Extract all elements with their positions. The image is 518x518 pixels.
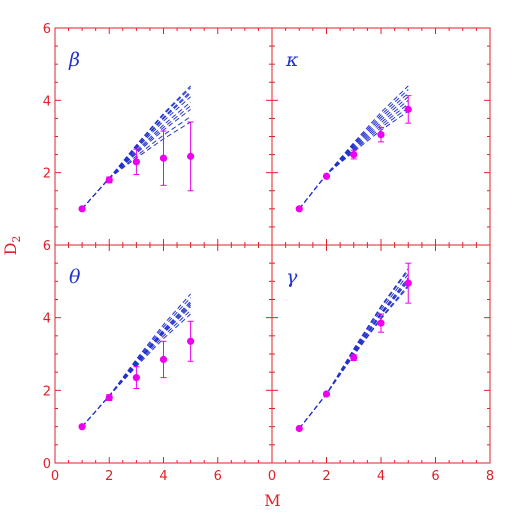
- model-curve: [298, 280, 409, 429]
- data-point: [187, 337, 195, 345]
- y-tick-label: 4: [43, 94, 51, 109]
- data-point: [377, 319, 385, 327]
- y-tick-label: 6: [43, 239, 51, 254]
- model-curve: [298, 103, 409, 210]
- model-curve: [298, 89, 409, 210]
- model-curve: [298, 279, 409, 429]
- data-point: [105, 176, 113, 184]
- panel-label: β: [68, 49, 80, 71]
- x-tick-label: 6: [431, 469, 439, 484]
- data-point: [187, 152, 195, 160]
- model-curve: [298, 273, 409, 429]
- panel-1: 2 4 6 β: [43, 22, 273, 246]
- model-curve: [298, 92, 409, 210]
- x-tick-label: 0: [268, 469, 276, 484]
- x-tick-label: 6: [214, 469, 222, 484]
- model-curve: [298, 270, 409, 429]
- labels-group: M D2: [1, 236, 281, 510]
- model-curve: [81, 293, 191, 428]
- data-point: [322, 390, 331, 398]
- panels-group: 2 4 6 β κ 0 2 4 6 0 2 4 6 θ 0 2 4 6 8 γ: [43, 22, 494, 484]
- x-tick-label: 0: [51, 469, 59, 484]
- panel-frame: [271, 244, 491, 464]
- y-tick-label: 2: [43, 384, 51, 399]
- panel-label: κ: [285, 49, 299, 71]
- panel-label: θ: [69, 266, 81, 288]
- data-point: [404, 279, 412, 287]
- data-point: [132, 158, 140, 166]
- y-tick-label: 2: [43, 167, 51, 182]
- y-axis-title-subscript: 2: [10, 236, 23, 243]
- panel-3: 0 2 4 6 0 2 4 6 θ: [43, 239, 273, 484]
- data-point: [322, 172, 331, 180]
- data-point: [159, 355, 168, 364]
- panel-4: 0 2 4 6 8 γ: [268, 244, 494, 484]
- panel-label: γ: [286, 266, 298, 288]
- data-point: [350, 150, 358, 159]
- data-point: [295, 424, 303, 433]
- x-tick-label: 4: [377, 469, 385, 484]
- x-tick-label: 4: [159, 469, 167, 484]
- model-curve: [298, 99, 409, 210]
- data-point: [132, 374, 140, 382]
- data-point: [78, 205, 86, 213]
- y-axis-title-main: D: [1, 243, 20, 256]
- data-point: [105, 394, 113, 402]
- y-tick-label: 4: [43, 312, 51, 327]
- y-axis-title: D2: [1, 236, 23, 256]
- data-point: [377, 131, 385, 139]
- x-tick-label: 2: [322, 469, 330, 484]
- panel-2: κ: [271, 27, 491, 246]
- model-curve: [298, 96, 409, 210]
- x-tick-label: 8: [486, 469, 494, 484]
- model-curve: [298, 110, 409, 210]
- data-point: [350, 354, 358, 362]
- data-point: [295, 205, 303, 213]
- data-point: [78, 423, 86, 431]
- y-tick-label: 0: [43, 457, 51, 472]
- data-point: [404, 105, 412, 113]
- data-point: [159, 154, 168, 162]
- model-curve: [298, 277, 409, 429]
- model-curve: [298, 85, 409, 210]
- x-tick-label: 2: [105, 469, 113, 484]
- y-tick-label: 6: [43, 22, 51, 37]
- x-axis-title: M: [264, 491, 280, 510]
